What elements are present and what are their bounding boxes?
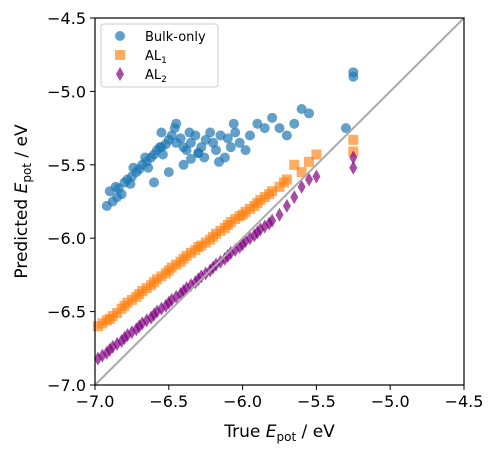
data-point-al2 (290, 190, 299, 205)
data-point-bulk-only (234, 137, 245, 148)
legend-marker-bulk-only (115, 31, 125, 41)
y-axis-ticks: −7.0 −6.5 −6.0 −5.5 −5.0 −4.5 (47, 9, 95, 395)
data-point-al2 (312, 169, 321, 184)
legend-marker-al1 (115, 50, 125, 60)
data-point-bulk-only (205, 127, 216, 138)
data-point-bulk-only (225, 142, 236, 153)
data-point-al1 (281, 174, 292, 185)
x-axis-label: True Epot / eV (223, 422, 335, 444)
data-point-al2 (120, 331, 129, 346)
series-bulk-only (101, 67, 359, 211)
x-tick-label: −7.0 (76, 392, 115, 411)
x-tick-label: −5.0 (371, 392, 410, 411)
data-point-bulk-only (184, 127, 195, 138)
data-point-bulk-only (193, 148, 204, 159)
y-tick-label: −5.5 (47, 156, 86, 175)
data-point-bulk-only (240, 145, 251, 156)
legend-label-al2: AL2 (145, 68, 167, 85)
data-point-al1 (289, 159, 300, 170)
data-point-bulk-only (163, 167, 174, 178)
data-point-bulk-only (230, 127, 241, 138)
data-point-bulk-only (125, 178, 136, 189)
data-point-bulk-only (178, 159, 189, 170)
data-point-bulk-only (140, 152, 151, 163)
data-point-bulk-only (274, 123, 285, 134)
identity-reference-line (94, 17, 465, 386)
y-tick-label: −4.5 (47, 9, 86, 28)
data-point-bulk-only (175, 133, 186, 144)
data-point-bulk-only (143, 162, 154, 173)
y-tick-label: −6.0 (47, 229, 86, 248)
data-point-bulk-only (213, 156, 224, 167)
data-point-al2 (220, 251, 229, 266)
data-point-al2 (216, 254, 225, 269)
data-point-al1 (296, 167, 307, 178)
data-point-al1 (267, 186, 278, 197)
y-tick-label: −7.0 (47, 376, 86, 395)
data-point-bulk-only (128, 162, 139, 173)
plot-frame (94, 17, 465, 386)
legend-label-al1: AL1 (145, 49, 167, 66)
data-point-bulk-only (185, 153, 196, 164)
data-point-bulk-only (157, 149, 168, 160)
legend-box (100, 23, 219, 88)
data-point-bulk-only (113, 183, 124, 194)
data-point-al2 (282, 198, 291, 213)
data-point-bulk-only (348, 67, 359, 78)
data-point-bulk-only (149, 177, 160, 188)
data-point-bulk-only (171, 118, 182, 129)
data-point-bulk-only (340, 123, 351, 134)
data-point-al1 (304, 156, 315, 167)
data-point-bulk-only (181, 145, 192, 156)
data-point-al2 (275, 207, 284, 222)
x-tick-label: −6.5 (149, 392, 188, 411)
data-marks (92, 67, 359, 366)
data-point-al2 (268, 213, 277, 228)
legend: Bulk-only AL1 AL2 (100, 23, 219, 88)
data-point-bulk-only (156, 127, 167, 138)
y-tick-label: −5.0 (47, 82, 86, 101)
data-point-bulk-only (211, 145, 222, 156)
data-point-bulk-only (296, 104, 307, 115)
data-point-bulk-only (244, 130, 255, 141)
data-point-bulk-only (252, 118, 263, 129)
data-point-bulk-only (281, 130, 292, 141)
x-tick-label: −4.5 (445, 392, 484, 411)
data-point-al2 (349, 150, 358, 165)
x-axis-ticks: −7.0 −6.5 −6.0 −5.5 −5.0 −4.5 (76, 385, 484, 411)
data-point-al2 (297, 179, 306, 194)
y-axis-label: Predicted Epot / eV (12, 124, 34, 279)
data-point-al2 (349, 160, 358, 175)
data-point-al1 (311, 149, 322, 160)
data-point-bulk-only (259, 123, 270, 134)
data-point-bulk-only (267, 112, 278, 123)
x-tick-label: −5.5 (297, 392, 336, 411)
x-tick-label: −6.0 (223, 392, 262, 411)
data-point-bulk-only (185, 137, 196, 148)
data-point-al1 (348, 134, 359, 145)
data-point-al2 (305, 172, 314, 187)
data-point-bulk-only (289, 118, 300, 129)
data-point-bulk-only (222, 133, 233, 144)
data-point-bulk-only (304, 108, 315, 119)
legend-label-bulk-only: Bulk-only (145, 30, 206, 45)
legend-marker-al2 (116, 67, 124, 81)
data-point-bulk-only (228, 118, 239, 129)
y-tick-label: −6.5 (47, 303, 86, 322)
